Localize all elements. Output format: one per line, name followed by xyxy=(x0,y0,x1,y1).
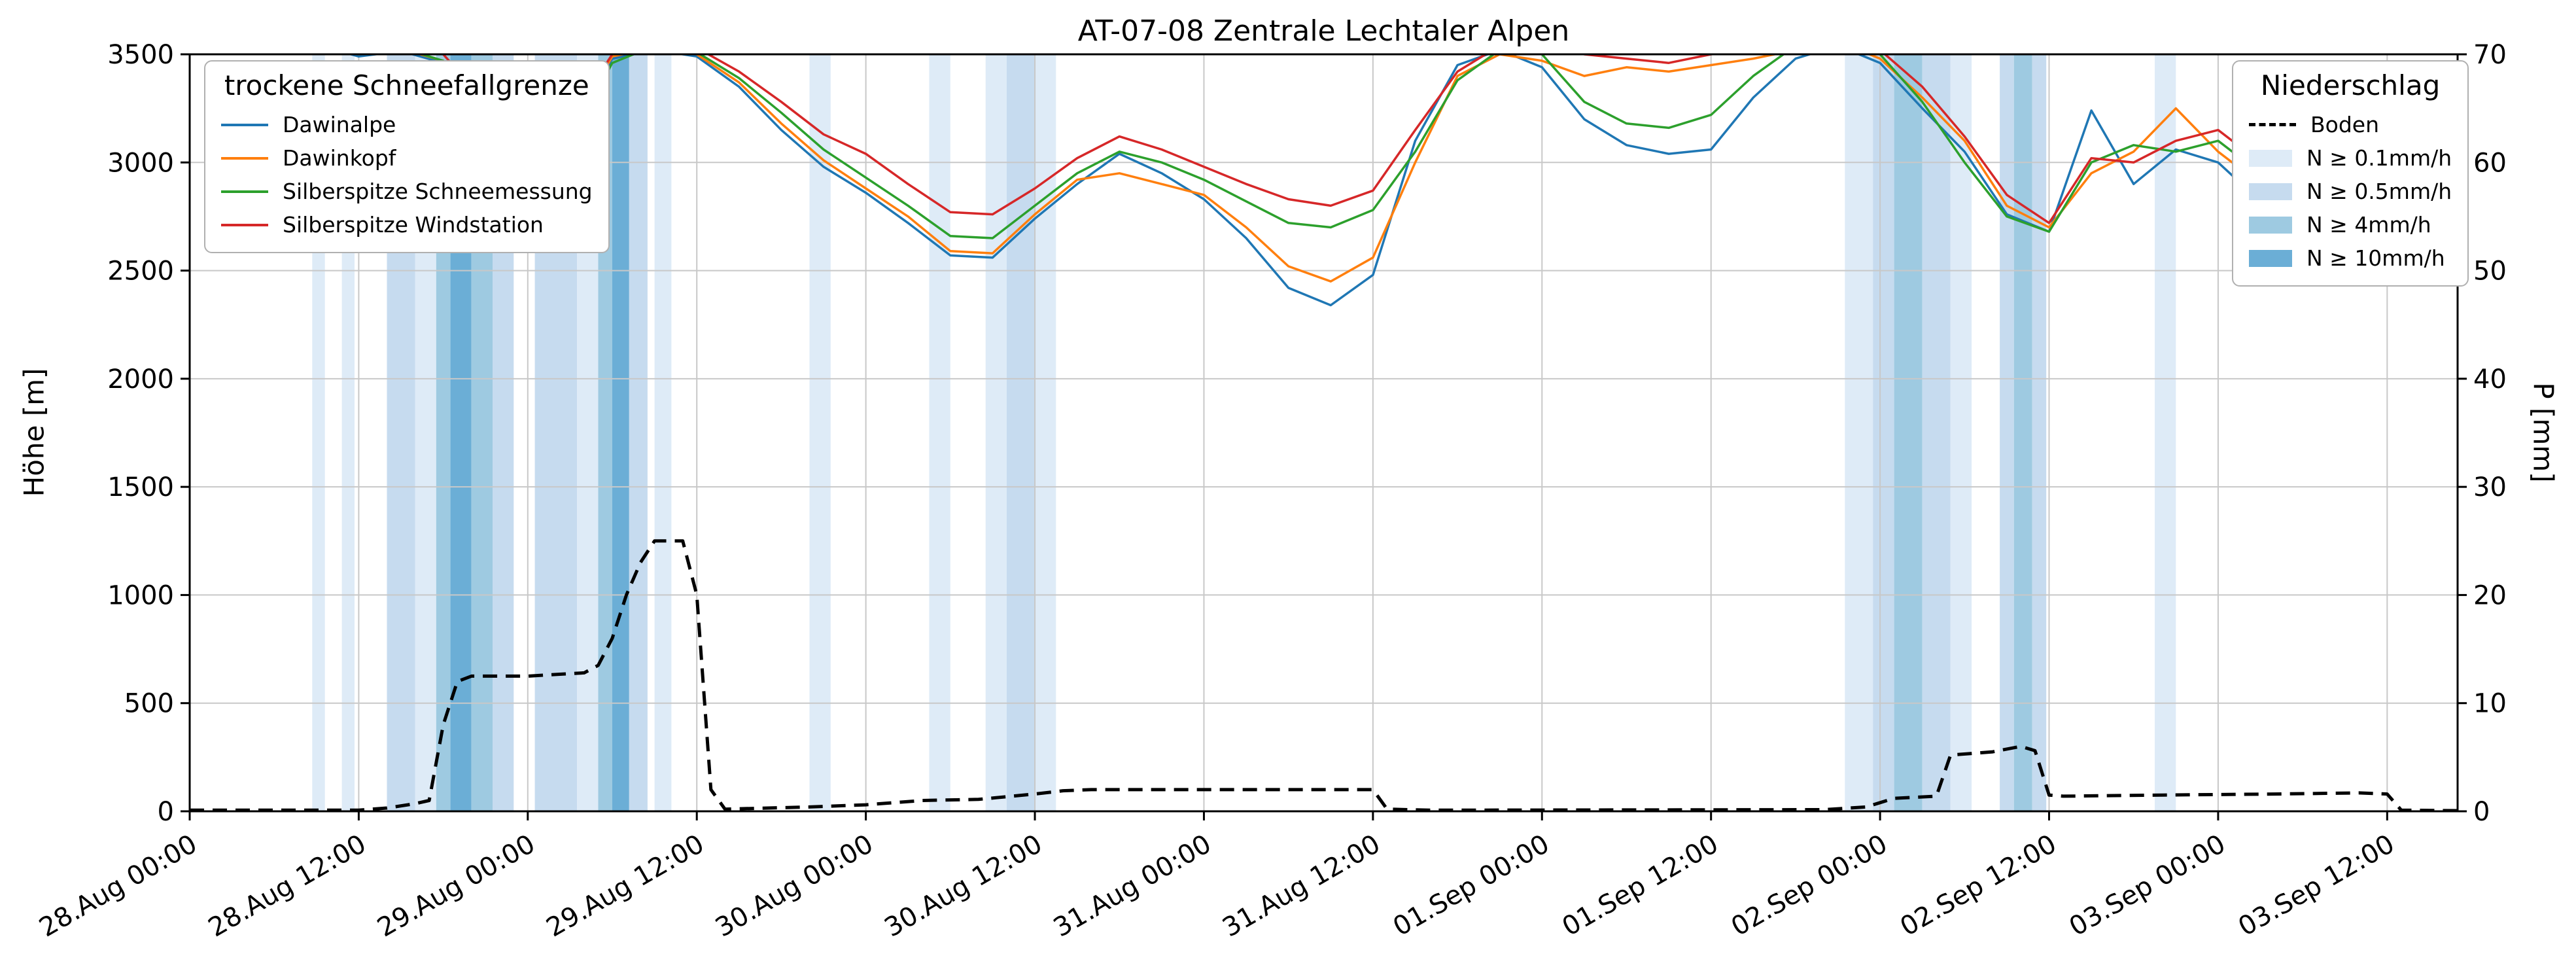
precip-span-4 xyxy=(1894,54,1923,811)
y-tick-label-right: 30 xyxy=(2473,472,2507,502)
y-tick-label-left: 0 xyxy=(158,797,174,827)
y-tick-labels-left: 0 500 1000 1500 2000 2500 3000 3500 xyxy=(107,40,174,827)
precip-span-0.5 xyxy=(2000,54,2014,811)
precip-span-0.5 xyxy=(2032,54,2047,811)
legend-item: N ≥ 0.5mm/h xyxy=(2249,175,2452,208)
y-tick-label-right: 0 xyxy=(2473,797,2490,827)
y-tick-label-left: 2500 xyxy=(107,256,174,287)
x-tick-label: 30.Aug 12:00 xyxy=(879,829,1047,943)
line-swatch-silberspitze-windstation xyxy=(221,223,268,226)
precip-span-0.1 xyxy=(1035,54,1056,811)
precip-legend-title: Niederschlag xyxy=(2260,69,2441,101)
x-tick-label: 03.Sep 12:00 xyxy=(2233,829,2399,942)
y-tick-label-right: 40 xyxy=(2473,364,2507,395)
legend-label: Dawinalpe xyxy=(283,112,396,137)
x-tick-label: 31.Aug 00:00 xyxy=(1049,829,1217,943)
x-tick-label: 03.Sep 00:00 xyxy=(2064,829,2231,942)
line-swatch-silberspitze-schneemessung xyxy=(221,190,268,193)
patch-swatch-n4 xyxy=(2249,216,2292,234)
y-tick-label-right: 70 xyxy=(2473,40,2507,70)
legend-label: N ≥ 10mm/h xyxy=(2306,245,2445,271)
x-tick-label: 02.Sep 00:00 xyxy=(1726,829,1892,942)
y-tick-labels-right: 0 10 20 30 40 50 60 70 xyxy=(2473,40,2507,827)
legend-label: Boden xyxy=(2310,112,2379,137)
x-tick-label: 28.Aug 12:00 xyxy=(203,829,372,943)
y-tick-label-right: 60 xyxy=(2473,148,2507,178)
y-tick-label-left: 3500 xyxy=(107,40,174,70)
line-swatch-dawinkopf xyxy=(221,156,268,160)
x-tick-labels: 28.Aug 00:00 28.Aug 12:00 29.Aug 00:00 29.A… xyxy=(34,829,2399,943)
precip-span-0.5 xyxy=(629,54,648,811)
precip-span-0.1 xyxy=(654,54,672,811)
precip-span-10 xyxy=(612,54,629,811)
precip-span-0.5 xyxy=(1873,54,1894,811)
plot-border xyxy=(188,53,2459,813)
legend-item: N ≥ 0.1mm/h xyxy=(2249,141,2452,175)
legend-item: N ≥ 4mm/h xyxy=(2249,208,2452,241)
legend-label: N ≥ 0.1mm/h xyxy=(2306,145,2452,171)
precip-span-0.1 xyxy=(1950,54,1972,811)
x-tick-label: 31.Aug 12:00 xyxy=(1217,829,1385,943)
y-tick-label-right: 10 xyxy=(2473,689,2507,719)
y-axis-label-right: P [mm] xyxy=(2527,382,2560,483)
precip-span-0.1 xyxy=(985,54,1007,811)
x-tick-label: 28.Aug 00:00 xyxy=(34,829,202,943)
series-boden xyxy=(190,539,2458,811)
dashed-line-swatch-boden xyxy=(2249,123,2296,126)
precip-span-0.1 xyxy=(2155,54,2176,811)
patch-swatch-n05 xyxy=(2249,183,2292,200)
legend-item: Boden xyxy=(2249,108,2452,141)
x-tick-label: 01.Sep 00:00 xyxy=(1388,829,1554,942)
precip-span-4 xyxy=(2013,54,2032,811)
precip-span-0.1 xyxy=(1845,54,1873,811)
snowline-legend-title: trockene Schneefallgrenze xyxy=(224,69,589,101)
legend-label: N ≥ 4mm/h xyxy=(2306,212,2431,237)
y-axis-label-left: Höhe [m] xyxy=(18,368,50,497)
y-tick-label-right: 50 xyxy=(2473,256,2507,287)
y-tick-label-left: 3000 xyxy=(107,148,174,178)
x-tick-label: 30.Aug 00:00 xyxy=(710,829,879,943)
line-swatch-dawinalpe xyxy=(221,123,268,126)
precip-span-0.1 xyxy=(929,54,950,811)
legend-item: N ≥ 10mm/h xyxy=(2249,241,2452,275)
legend-label: Silberspitze Windstation xyxy=(283,212,544,237)
y-tick-label-left: 1500 xyxy=(107,472,174,502)
x-tick-label: 01.Sep 12:00 xyxy=(1557,829,1723,942)
x-tick-label: 29.Aug 00:00 xyxy=(372,829,540,943)
x-tick-label: 29.Aug 12:00 xyxy=(542,829,710,943)
legend-item: Silberspitze Windstation xyxy=(221,208,593,241)
precip-legend: Niederschlag Boden N ≥ 0.1mm/h N ≥ 0.5mm… xyxy=(2232,60,2469,287)
precip-span-0.5 xyxy=(1922,54,1951,811)
legend-label: Dawinkopf xyxy=(283,145,396,171)
legend-item: Silberspitze Schneemessung xyxy=(221,175,593,208)
precip-span-0.5 xyxy=(1007,54,1036,811)
y-tick-label-left: 1000 xyxy=(107,580,174,610)
y-tick-label-left: 500 xyxy=(124,689,174,719)
precip-span-0.1 xyxy=(809,54,831,811)
legend-item: Dawinalpe xyxy=(221,108,593,141)
y-tick-label-right: 20 xyxy=(2473,580,2507,610)
legend-item: Dawinkopf xyxy=(221,141,593,175)
chart-title: AT-07-08 Zentrale Lechtaler Alpen xyxy=(1077,14,1570,48)
patch-swatch-n10 xyxy=(2249,249,2292,267)
snowline-legend: trockene Schneefallgrenze Dawinalpe Dawi… xyxy=(204,60,610,253)
patch-swatch-n01 xyxy=(2249,149,2292,167)
x-tick-label: 02.Sep 12:00 xyxy=(1895,829,2061,942)
legend-label: Silberspitze Schneemessung xyxy=(283,179,593,204)
y-tick-label-left: 2000 xyxy=(107,364,174,395)
legend-label: N ≥ 0.5mm/h xyxy=(2306,179,2452,204)
